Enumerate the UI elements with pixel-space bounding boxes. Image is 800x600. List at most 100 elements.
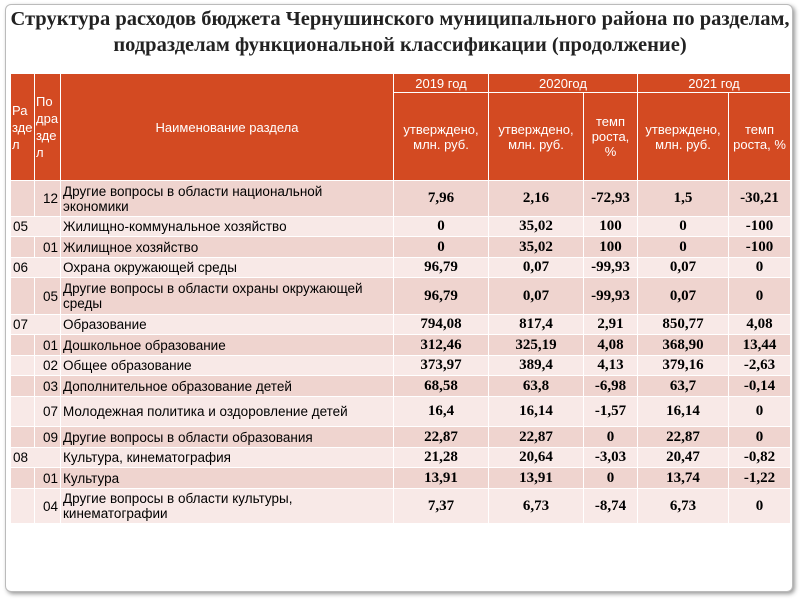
value-cell: -100 <box>728 236 791 258</box>
header-section: Раздел <box>10 73 35 181</box>
section-code <box>10 355 35 376</box>
row-name: Молодежная политика и оздоровление детей <box>60 396 394 427</box>
value-cell: 373,97 <box>393 355 489 376</box>
section-code <box>10 180 35 217</box>
section-code: 08 <box>10 447 61 468</box>
value-cell: -99,93 <box>583 277 638 315</box>
value-cell: -8,74 <box>583 488 638 524</box>
row-name: Образование <box>60 314 394 335</box>
row-name: Другие вопросы в области культуры, кинем… <box>60 488 394 524</box>
section-code <box>10 467 35 489</box>
value-cell: 0 <box>393 216 489 237</box>
value-cell: 13,91 <box>393 467 489 489</box>
row-name: Другие вопросы в области образования <box>60 426 394 448</box>
header-column: темп роста, % <box>728 92 791 181</box>
table-row: 01 Культура 13,91 13,91 0 13,74 -1,22 <box>10 467 791 489</box>
value-cell: 22,87 <box>393 426 489 448</box>
value-cell: -3,03 <box>583 447 638 468</box>
table-row: 12 Другие вопросы в области национальной … <box>10 180 791 217</box>
table-row: 06 Охрана окружающей среды 96,79 0,07 -99,93… <box>10 257 791 278</box>
subsection-code: 05 <box>34 277 61 315</box>
table-row: 05 Жилищно-коммунальное хозяйство 0 35,02 10… <box>10 216 791 237</box>
value-cell: 68,58 <box>393 375 489 397</box>
value-cell: 2,91 <box>583 314 638 335</box>
value-cell: 850,77 <box>637 314 729 335</box>
table-row: 07 Молодежная политика и оздоровление дет… <box>10 396 791 427</box>
subsection-code: 03 <box>34 375 61 397</box>
value-cell: 35,02 <box>488 216 584 237</box>
value-cell: 1,5 <box>637 180 729 217</box>
table-row: 04 Другие вопросы в области культуры, кин… <box>10 488 791 524</box>
value-cell: 0,07 <box>637 277 729 315</box>
value-cell: 0,07 <box>637 257 729 278</box>
subsection-code: 04 <box>34 488 61 524</box>
value-cell: 312,46 <box>393 334 489 356</box>
value-cell: 13,44 <box>728 334 791 356</box>
budget-table: Раздел Подраздел Наименование раздела 20… <box>10 73 791 524</box>
table-row: 05 Другие вопросы в области охраны окружа… <box>10 277 791 315</box>
section-code <box>10 375 35 397</box>
value-cell: 6,73 <box>637 488 729 524</box>
value-cell: -1,22 <box>728 467 791 489</box>
table-row: 01 Жилищное хозяйство 0 35,02 100 0 -100 <box>10 236 791 258</box>
value-cell: 0 <box>637 236 729 258</box>
value-cell: 16,4 <box>393 396 489 427</box>
table-row: 07 Образование 794,08 817,4 2,91 850,77 4,08 <box>10 314 791 335</box>
header-year: 2020год <box>488 73 638 93</box>
value-cell: 0,07 <box>488 277 584 315</box>
value-cell: 817,4 <box>488 314 584 335</box>
value-cell: 368,90 <box>637 334 729 356</box>
value-cell: 0 <box>728 277 791 315</box>
subsection-code: 01 <box>34 236 61 258</box>
value-cell: 21,28 <box>393 447 489 468</box>
value-cell: 0 <box>728 396 791 427</box>
subsection-code: 01 <box>34 334 61 356</box>
value-cell: -0,14 <box>728 375 791 397</box>
value-cell: 100 <box>583 236 638 258</box>
subsection-code: 09 <box>34 426 61 448</box>
value-cell: 20,64 <box>488 447 584 468</box>
header-year: 2021 год <box>637 73 791 93</box>
value-cell: 4,08 <box>583 334 638 356</box>
value-cell: -6,98 <box>583 375 638 397</box>
value-cell: 794,08 <box>393 314 489 335</box>
value-cell: 16,14 <box>637 396 729 427</box>
header-column: утверждено, млн. руб. <box>393 92 489 181</box>
value-cell: 4,08 <box>728 314 791 335</box>
row-name: Культура <box>60 467 394 489</box>
value-cell: 13,74 <box>637 467 729 489</box>
section-code: 07 <box>10 314 61 335</box>
row-name: Культура, кинематография <box>60 447 394 468</box>
table-row: 08 Культура, кинематография 21,28 20,64 -3,0… <box>10 447 791 468</box>
section-code: 05 <box>10 216 61 237</box>
header-year: 2019 год <box>393 73 489 93</box>
section-code <box>10 426 35 448</box>
value-cell: 0 <box>728 426 791 448</box>
value-cell: 2,16 <box>488 180 584 217</box>
value-cell: 22,87 <box>488 426 584 448</box>
value-cell: 325,19 <box>488 334 584 356</box>
header-column: темп роста, % <box>583 92 638 181</box>
value-cell: 0 <box>728 257 791 278</box>
value-cell: 22,87 <box>637 426 729 448</box>
value-cell: -100 <box>728 216 791 237</box>
table-row: 09 Другие вопросы в области образования 22… <box>10 426 791 448</box>
value-cell: -2,63 <box>728 355 791 376</box>
row-name: Жилищное хозяйство <box>60 236 394 258</box>
value-cell: 0 <box>583 467 638 489</box>
header-column: утверждено, млн. руб. <box>488 92 584 181</box>
header-row: утверждено, млн. руб. утверждено, млн. р… <box>11 92 791 181</box>
value-cell: -99,93 <box>583 257 638 278</box>
value-cell: 389,4 <box>488 355 584 376</box>
table-row: 01 Дошкольное образование 312,46 325,19 4,08… <box>10 334 791 356</box>
value-cell: 0 <box>583 426 638 448</box>
subsection-code: 02 <box>34 355 61 376</box>
value-cell: 35,02 <box>488 236 584 258</box>
row-name: Охрана окружающей среды <box>60 257 394 278</box>
row-name: Общее образование <box>60 355 394 376</box>
value-cell: 13,91 <box>488 467 584 489</box>
value-cell: 63,8 <box>488 375 584 397</box>
table-body: 12 Другие вопросы в области национальной … <box>10 180 791 524</box>
header-column: утверждено, млн. руб. <box>637 92 729 181</box>
section-code <box>10 488 35 524</box>
